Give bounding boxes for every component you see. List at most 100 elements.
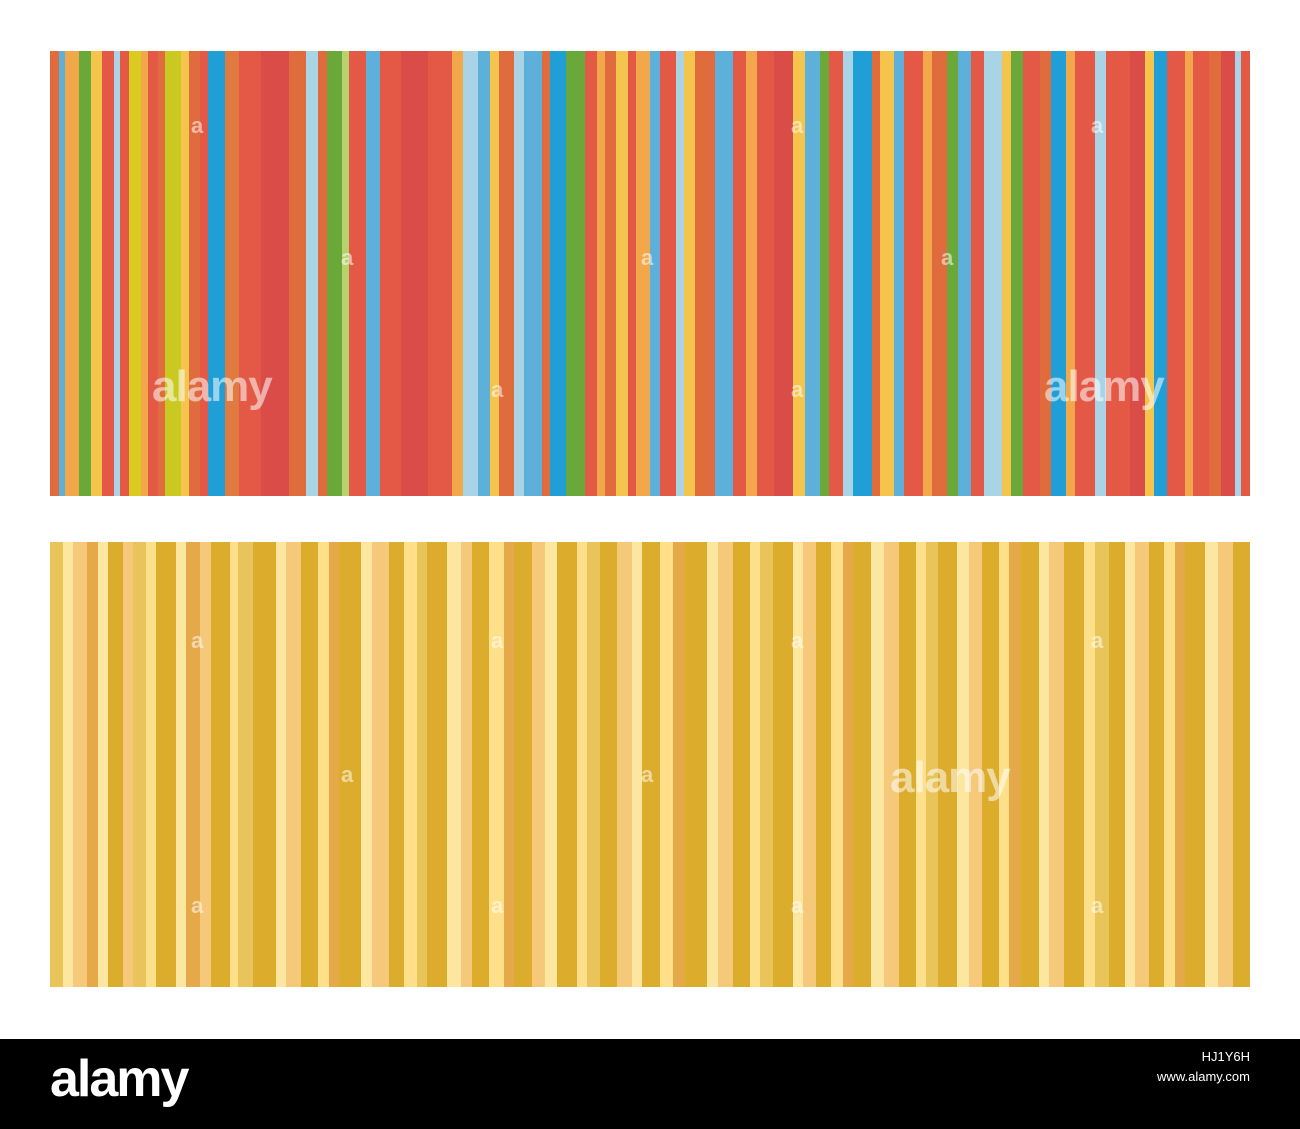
- stripe: [1130, 51, 1145, 496]
- stripe: [1049, 542, 1064, 987]
- stripe: [276, 542, 286, 987]
- stripe: [318, 51, 327, 496]
- stripe: [87, 542, 98, 987]
- stripe: [628, 51, 636, 496]
- stripe: [401, 51, 428, 496]
- stripe: [225, 51, 239, 496]
- stripe: [774, 51, 793, 496]
- stripe: [829, 51, 843, 496]
- stripe: [156, 542, 176, 987]
- stripe: [938, 542, 957, 987]
- stripe: [932, 51, 947, 496]
- alamy-logo: alamy: [50, 1050, 189, 1108]
- stripe: [289, 51, 306, 496]
- stripe: [750, 542, 760, 987]
- stripe: [490, 51, 499, 496]
- stripe: [349, 51, 366, 496]
- stripe: [1218, 542, 1233, 987]
- stripe: [1106, 51, 1130, 496]
- stripe: [636, 51, 650, 496]
- stripe: [642, 542, 660, 987]
- stripe: [600, 542, 617, 987]
- stripe: [489, 542, 504, 987]
- stripe: [1095, 51, 1106, 496]
- stripe: [141, 51, 148, 496]
- stripe: [253, 542, 276, 987]
- stripe: [461, 542, 472, 987]
- stripe: [843, 542, 853, 987]
- stripe: [514, 542, 532, 987]
- stripe: [380, 51, 401, 496]
- stripe: [472, 542, 489, 987]
- stripe: [301, 542, 318, 987]
- stripe: [605, 51, 616, 496]
- stripe: [1185, 51, 1193, 496]
- stripe: [884, 542, 899, 987]
- stripe: [120, 51, 129, 496]
- stripe: [176, 542, 186, 987]
- stripe: [129, 51, 141, 496]
- stripe: [577, 542, 587, 987]
- stripe: [715, 51, 733, 496]
- stripe: [211, 542, 230, 987]
- stripe: [91, 51, 102, 496]
- stripe: [969, 542, 982, 987]
- stripe: [1209, 51, 1221, 496]
- stripe: [1233, 542, 1250, 987]
- stripe: [757, 51, 774, 496]
- stripe: [165, 51, 181, 496]
- stripe: [1039, 542, 1049, 987]
- stripe: [427, 542, 447, 987]
- stripe: [189, 51, 200, 496]
- stripe: [923, 51, 932, 496]
- stripe: [1084, 542, 1095, 987]
- site-url: www.alamy.com: [1157, 1069, 1250, 1085]
- stripe: [79, 51, 91, 496]
- stripe: [1167, 51, 1185, 496]
- stripe: [566, 51, 585, 496]
- stripe: [880, 51, 894, 496]
- stripe: [50, 51, 59, 496]
- stripe: [803, 542, 816, 987]
- stripe: [186, 542, 200, 987]
- stripe: [545, 542, 557, 987]
- stripe: [200, 542, 211, 987]
- stripe: [123, 542, 133, 987]
- stripe: [587, 542, 600, 987]
- stripe: [904, 51, 923, 496]
- stripe: [831, 542, 843, 987]
- stripe: [181, 51, 189, 496]
- stripe: [773, 542, 793, 987]
- stripe: [1145, 51, 1154, 496]
- stripe: [816, 542, 831, 987]
- stripe: [148, 51, 158, 496]
- stripe: [899, 542, 916, 987]
- stripe: [957, 542, 969, 987]
- stripe: [158, 51, 165, 496]
- stripe: [1125, 542, 1135, 987]
- stripe: [372, 542, 389, 987]
- stripe: [984, 51, 1002, 496]
- stripe: [843, 51, 853, 496]
- stripe: [793, 542, 803, 987]
- stripe: [452, 51, 463, 496]
- stripe: [707, 542, 718, 987]
- stripe: [230, 542, 238, 987]
- stripe: [733, 51, 746, 496]
- stripe: [50, 542, 63, 987]
- stripe: [557, 542, 577, 987]
- stripe: [339, 542, 361, 987]
- stripe: [306, 51, 318, 496]
- stripe: [261, 51, 289, 496]
- stripe: [504, 542, 514, 987]
- stripe: [63, 542, 73, 987]
- stripe: [793, 51, 805, 496]
- stripe: [733, 542, 750, 987]
- stripe: [1175, 542, 1185, 987]
- stripe: [616, 51, 628, 496]
- stripe: [342, 51, 349, 496]
- stripe: [98, 542, 108, 987]
- stripe: [514, 51, 524, 496]
- stripe: [532, 542, 545, 987]
- stripe: [1075, 51, 1095, 496]
